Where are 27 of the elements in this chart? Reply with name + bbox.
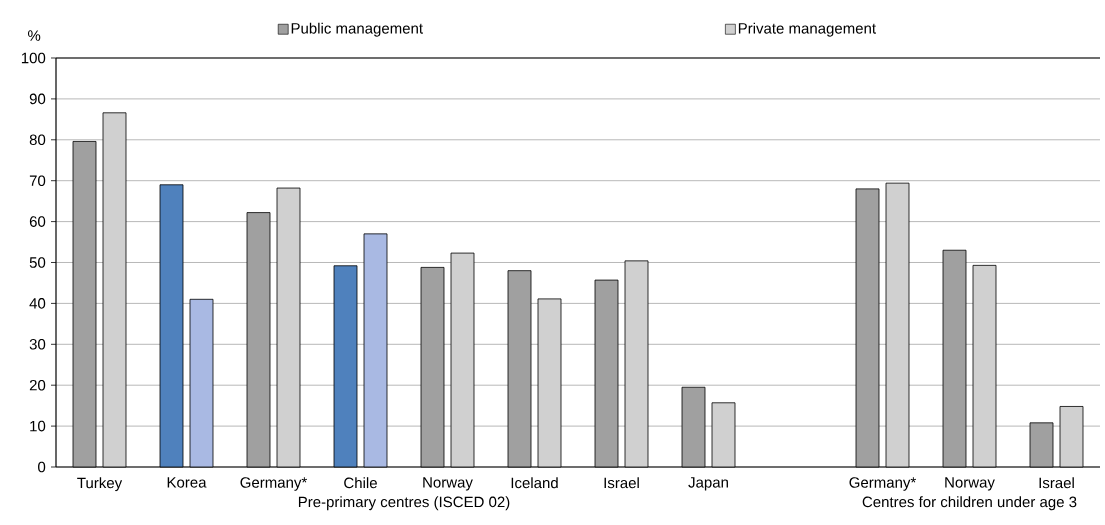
y-axis-title: % bbox=[28, 30, 41, 41]
y-tick-label: 50 bbox=[29, 257, 46, 268]
x-tick-label: Germany* bbox=[240, 477, 308, 491]
text: Pre-primary centres (ISCED 02) bbox=[298, 496, 510, 511]
y-tick-label: 0 bbox=[38, 461, 46, 473]
text: Centres for children under age 3 bbox=[862, 496, 1077, 511]
x-tick-label: Turkey bbox=[77, 477, 123, 492]
x-tick-label: Iceland bbox=[511, 477, 558, 489]
x-tick-label: Korea bbox=[167, 477, 207, 488]
x-tick-label: Israel bbox=[604, 477, 639, 489]
x-tick-label: Chile bbox=[344, 477, 377, 489]
y-tick-label: 70 bbox=[29, 175, 46, 186]
y-tick-label: 10 bbox=[30, 420, 46, 432]
x-tick-label: Norway bbox=[945, 477, 995, 491]
y-tick-label: 90 bbox=[29, 93, 46, 105]
y-tick-label: 30 bbox=[29, 338, 46, 350]
y-tick-label: 80 bbox=[29, 134, 46, 146]
x-tick-label: Japan bbox=[688, 477, 728, 491]
legend-label: Private management bbox=[738, 22, 876, 37]
legend-label: Public management bbox=[291, 22, 423, 37]
y-tick-label: 60 bbox=[29, 216, 46, 227]
y-tick-label: 40 bbox=[29, 298, 46, 309]
x-tick-label: Norway bbox=[423, 477, 473, 491]
y-tick-label: 20 bbox=[29, 379, 46, 391]
x-tick-label: Israel bbox=[1039, 477, 1074, 489]
x-tick-label: Germany* bbox=[849, 477, 917, 491]
y-tick-label: 100 bbox=[21, 52, 46, 64]
